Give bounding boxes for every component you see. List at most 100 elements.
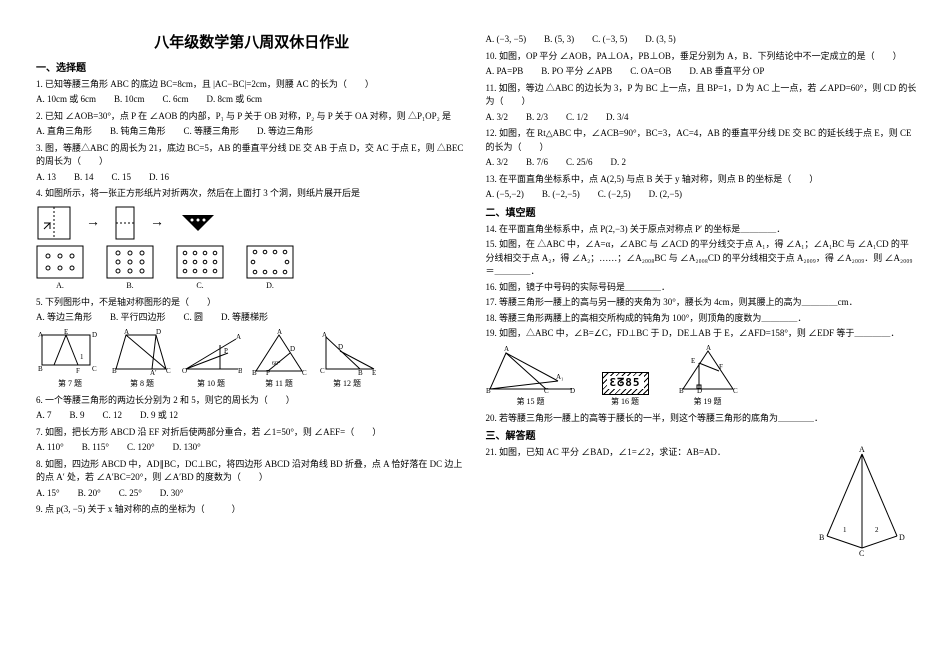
question-12: 12. 如图，在 Rt△ABC 中，∠ACB=90°，BC=3，AC=4，AB … (486, 127, 918, 154)
svg-text:B: B (486, 387, 491, 395)
equilateral-icon: AB CP D60° (250, 329, 308, 377)
opt-d-label: D. (266, 280, 274, 292)
svg-text:A: A (277, 329, 282, 336)
unfold-opt-b: B. (106, 245, 154, 292)
grid-4x3-icon (176, 245, 224, 279)
question-5-options: A. 等边三角形 B. 平行四边形 C. 圆 D. 等腰梯形 (36, 311, 468, 325)
q21-wrap: A B D C 1 2 21. 如图，已知 AC 平分 ∠BAD，∠1=∠2，求… (486, 446, 918, 460)
svg-text:B: B (238, 367, 242, 375)
question-15: 15. 如图，在 △ABC 中，∠A=α，∠ABC 与 ∠ACD 的平分线交于点… (486, 238, 918, 279)
svg-text:P: P (266, 369, 270, 377)
isosceles-perp-icon: AB CD EF (675, 345, 741, 395)
svg-text:D: D (338, 343, 343, 351)
svg-text:A: A (706, 345, 711, 352)
svg-text:B: B (38, 365, 43, 373)
question-19: 19. 如图，△ABC 中，∠B=∠C，FD⊥BC 于 D，DE⊥AB 于 E，… (486, 327, 918, 341)
question-20: 20. 若等腰三角形一腰上的高等于腰长的一半，则这个等腰三角形的底角为＿＿＿＿． (486, 412, 918, 426)
question-4: 4. 如图所示，将一张正方形纸片对折两次，然后在上面打 3 个洞，则纸片展开后是 (36, 187, 468, 201)
svg-text:1: 1 (80, 353, 84, 361)
svg-text:O: O (182, 367, 187, 375)
question-1-options: A. 10cm 或 6cm B. 10cm C. 6cm D. 8cm 或 6c… (36, 93, 468, 107)
question-9-options: A. (−3, −5) B. (5, 3) C. (−3, 5) D. (3, … (486, 33, 918, 47)
opt-b-label: B. (126, 280, 133, 292)
fig-q7: AD BC EF 1 第 7 题 (36, 329, 104, 390)
svg-text:60°: 60° (272, 360, 281, 367)
svg-text:C: C (544, 387, 549, 395)
mirror-box: Ɛᘔ85 (602, 372, 649, 395)
bisector-chain-icon: AB CD A₁ (486, 345, 576, 395)
fold-fig-3 (178, 211, 218, 235)
svg-text:F: F (719, 363, 723, 371)
question-7-options: A. 110° B. 115° C. 120° D. 130° (36, 441, 468, 455)
half-fold-icon (114, 205, 136, 241)
question-10-options: A. PA=PB B. PO 平分 ∠APB C. OA=OB D. AB 垂直… (486, 65, 918, 79)
svg-text:B: B (679, 387, 684, 395)
left-column: 八年级数学第八周双休日作业 一、选择题 1. 已知等腰三角形 ABC 的底边 B… (36, 32, 468, 556)
fig-q19-cap: 第 19 题 (694, 396, 722, 408)
section-1-heading: 一、选择题 (36, 61, 468, 76)
grid-3x2-icon (36, 245, 84, 279)
question-6: 6. 一个等腰三角形的两边长分别为 2 和 5，则它的周长为（ ） (36, 394, 468, 408)
question-14: 14. 在平面直角坐标系中，点 P(2,−3) 关于原点对称点 P′ 的坐标是＿… (486, 223, 918, 237)
svg-text:B: B (358, 369, 363, 377)
trapezoid-fold-icon: AD BC A′ (112, 329, 172, 377)
fig-q10: OA BP 第 10 题 (180, 329, 242, 390)
right-column: A. (−3, −5) B. (5, 3) C. (−3, 5) D. (3, … (486, 32, 918, 556)
svg-text:P: P (224, 347, 228, 355)
fold-fig-2 (114, 205, 136, 241)
question-6-options: A. 7 B. 9 C. 12 D. 9 或 12 (36, 409, 468, 423)
question-8-options: A. 15° B. 20° C. 25° D. 30° (36, 487, 468, 501)
border-dots-icon (246, 245, 294, 279)
svg-text:A: A (322, 331, 327, 339)
svg-text:D: D (156, 329, 161, 336)
fig-q8-cap: 第 8 题 (130, 378, 154, 390)
arrow-icon: → (86, 212, 100, 233)
section-3-heading: 三、解答题 (486, 429, 918, 444)
rt-triangle-icon: A C B E D (316, 329, 378, 377)
question-1: 1. 已知等腰三角形 ABC 的底边 BC=8cm，且 |AC−BC|=2cm，… (36, 78, 468, 92)
svg-text:E: E (372, 369, 376, 377)
square-fold-icon (36, 205, 72, 241)
svg-text:1: 1 (843, 526, 847, 534)
svg-text:C: C (733, 387, 738, 395)
section-2-heading: 二、填空题 (486, 206, 918, 221)
question-2: 2. 已知 ∠AOB=30°，点 P 在 ∠AOB 的内部，P₁ 与 P 关于 … (36, 110, 468, 124)
question-11-options: A. 3/2 B. 2/3 C. 1/2 D. 3/4 (486, 111, 918, 125)
grid-3x3-icon (106, 245, 154, 279)
angle-bisector-icon: O A B P (180, 329, 242, 377)
question-5: 5. 下列图形中，不是轴对称图形的是（ ） (36, 296, 468, 310)
fig-q15: AB CD A₁ 第 15 题 (486, 345, 576, 408)
question-13-options: A. (−5,−2) B. (−2,−5) C. (−2,5) D. (2,−5… (486, 188, 918, 202)
worksheet-page: 八年级数学第八周双休日作业 一、选择题 1. 已知等腰三角形 ABC 的底边 B… (0, 0, 945, 568)
question-8: 8. 如图，四边形 ABCD 中，AD∥BC，DC⊥BC，将四边形 ABCD 沿… (36, 458, 468, 485)
triangle-fold-icon (178, 211, 218, 235)
svg-text:B: B (252, 369, 257, 377)
svg-text:C: C (166, 367, 171, 375)
fig-q12: AC BE D 第 12 题 (316, 329, 378, 390)
svg-text:C: C (859, 549, 864, 556)
question-12-options: A. 3/2 B. 7/6 C. 25/6 D. 2 (486, 156, 918, 170)
svg-text:A: A (504, 345, 509, 353)
unfold-options-row: A. B. C. (36, 245, 468, 292)
svg-text:C: C (320, 367, 325, 375)
bisector-proof-icon: A B D C 1 2 (807, 446, 917, 556)
question-17: 17. 等腰三角形一腰上的高与另一腰的夹角为 30°，腰长为 4cm，则其腰上的… (486, 296, 918, 310)
page-title: 八年级数学第八周双休日作业 (36, 32, 468, 55)
fig-q11-cap: 第 11 题 (265, 378, 293, 390)
question-7: 7. 如图，把长方形 ABCD 沿 EF 对折后使两部分重合，若 ∠1=50°，… (36, 426, 468, 440)
fold-sequence-row: → → (36, 205, 468, 241)
svg-text:B: B (112, 367, 117, 375)
svg-text:D: D (290, 345, 295, 353)
unfold-opt-a: A. (36, 245, 84, 292)
question-3: 3. 图，等腰△ABC 的周长为 21，底边 BC=5，AB 的垂直平分线 DE… (36, 142, 468, 169)
question-10: 10. 如图，OP 平分 ∠AOB，PA⊥OA，PB⊥OB，垂足分别为 A，B．… (486, 50, 918, 64)
svg-text:A: A (236, 333, 241, 341)
fig-q11: AB CP D60° 第 11 题 (250, 329, 308, 390)
geometry-figures-row: AD BC EF 1 第 7 题 A D B C A′ 第 8 题 (36, 329, 468, 390)
svg-text:A: A (859, 446, 865, 454)
fig-q8: AD BC A′ 第 8 题 (112, 329, 172, 390)
question-3-options: A. 13 B. 14 C. 15 D. 16 (36, 171, 468, 185)
svg-text:A′: A′ (150, 369, 157, 377)
svg-text:D: D (570, 387, 575, 395)
fig-q16: Ɛᘔ85 第 16 题 (602, 372, 649, 408)
